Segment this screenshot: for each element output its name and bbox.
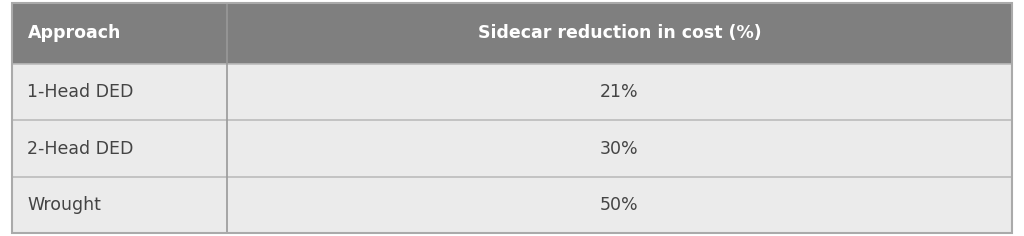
Bar	[12, 177, 1012, 233]
Text: 50%: 50%	[600, 196, 639, 214]
Bar	[12, 120, 1012, 177]
Text: Wrought: Wrought	[28, 196, 101, 214]
Text: 30%: 30%	[600, 139, 639, 157]
Text: 1-Head DED: 1-Head DED	[28, 83, 134, 101]
Text: 21%: 21%	[600, 83, 639, 101]
Text: 2-Head DED: 2-Head DED	[28, 139, 134, 157]
Bar	[12, 3, 1012, 64]
Bar	[12, 64, 1012, 120]
Text: Sidecar reduction in cost (%): Sidecar reduction in cost (%)	[477, 24, 761, 42]
Text: Approach: Approach	[28, 24, 121, 42]
